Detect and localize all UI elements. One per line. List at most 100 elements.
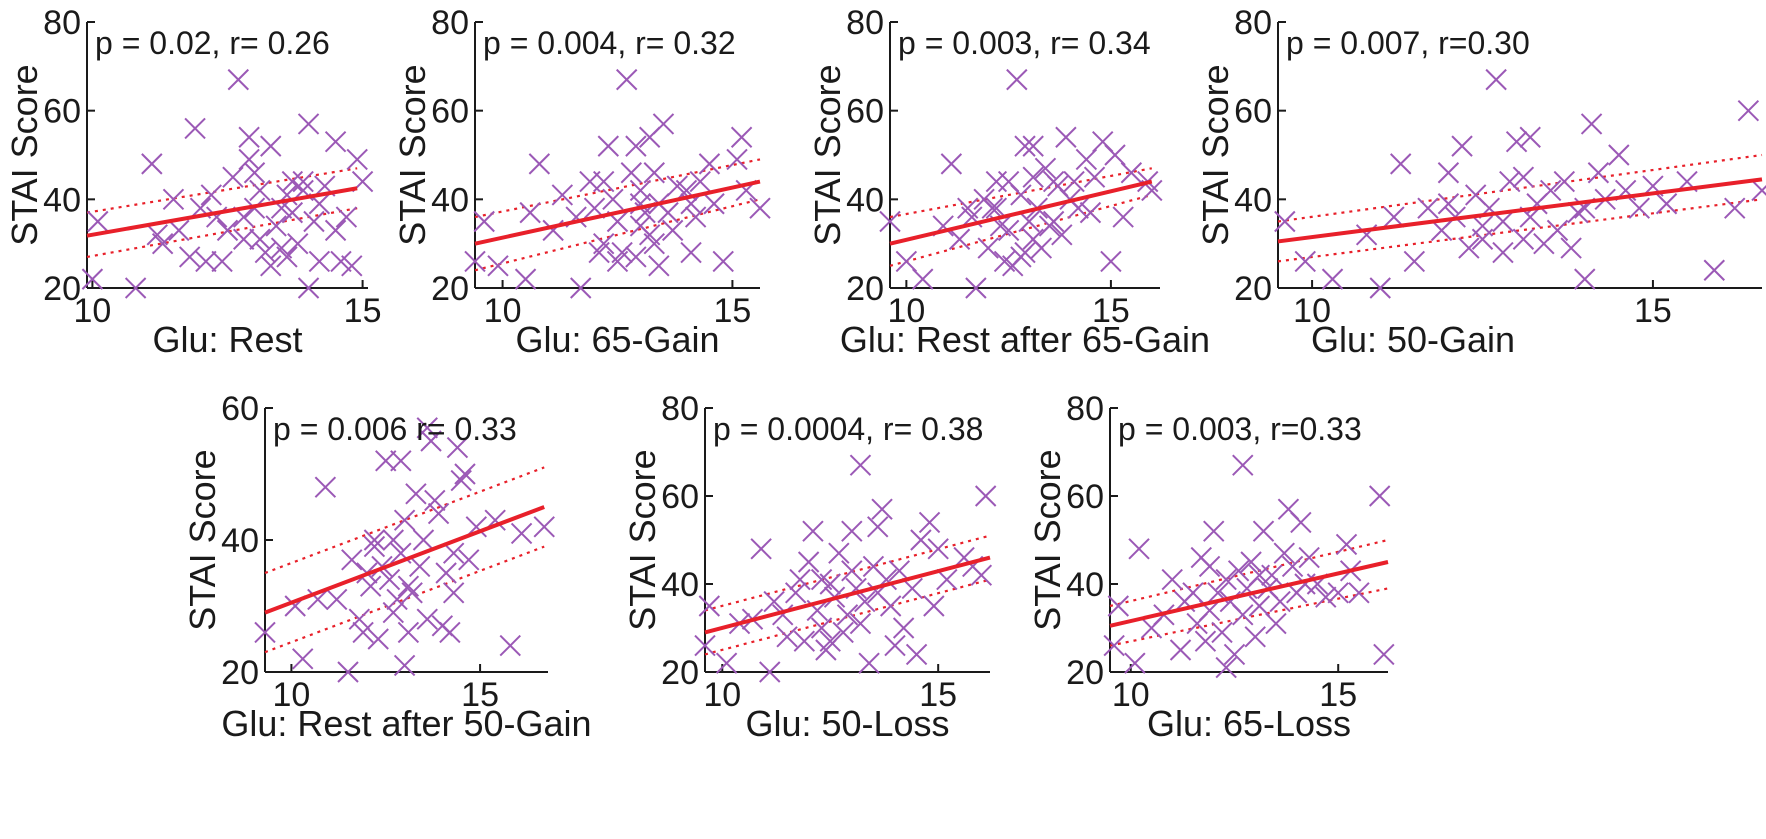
point-stroke (424, 489, 446, 512)
point-stroke (1014, 135, 1036, 157)
y-axis-label: STAI Score (182, 449, 223, 630)
data-point (1451, 135, 1473, 157)
point-stroke (726, 148, 748, 171)
point-stroke (1182, 582, 1204, 604)
data-point (1107, 595, 1130, 617)
fit-line (1109, 560, 1389, 628)
point-stroke (948, 228, 971, 250)
point-stroke (680, 241, 702, 264)
point-stroke (1252, 520, 1275, 542)
data-point (352, 621, 374, 644)
point-stroke (1141, 179, 1163, 202)
ci-lower-line (704, 578, 991, 656)
point-stroke (593, 170, 615, 193)
point-stroke (1120, 162, 1143, 184)
ci-upper-line (474, 158, 761, 219)
point-stroke (238, 126, 260, 148)
y-axis-label: STAI Score (807, 64, 848, 245)
point-stroke (324, 219, 347, 242)
point-stroke (1724, 197, 1746, 219)
data-point (1499, 170, 1521, 193)
point-stroke (759, 661, 781, 683)
point-stroke (1198, 555, 1221, 578)
point-stroke (454, 463, 476, 485)
data-point (397, 575, 420, 597)
point-stroke (712, 250, 734, 273)
data-point (254, 621, 276, 644)
data-point (698, 595, 721, 617)
point-stroke (382, 601, 405, 624)
point-stroke (254, 241, 277, 264)
data-point (1281, 555, 1304, 578)
data-point (712, 250, 734, 273)
data-point (1232, 454, 1254, 476)
data-point (325, 588, 348, 611)
data-point (1018, 210, 1040, 233)
y-tick-label: 40 (431, 181, 469, 219)
data-point (412, 529, 435, 551)
data-point (1335, 533, 1358, 556)
data-point (442, 582, 465, 604)
point-stroke (849, 612, 872, 635)
y-tick-label: 20 (661, 654, 699, 692)
data-point (1128, 538, 1150, 560)
point-stroke (1389, 153, 1412, 175)
data-point (1244, 626, 1266, 648)
point-stroke (1373, 643, 1395, 666)
point-stroke (341, 549, 363, 571)
data-point (652, 113, 675, 135)
data-point (858, 652, 880, 674)
point-stroke (961, 206, 983, 228)
data-point (1290, 511, 1312, 534)
point-stroke (694, 634, 716, 657)
y-tick-label: 60 (846, 93, 884, 131)
data-point (620, 162, 642, 184)
data-point (287, 232, 309, 255)
data-point (458, 549, 480, 571)
point-stroke (435, 562, 457, 584)
point-stroke (997, 219, 1020, 242)
point-stroke (698, 153, 721, 175)
point-stroke (901, 577, 923, 600)
x-axis-label: Glu: Rest (152, 319, 302, 360)
point-stroke (439, 621, 461, 644)
ci-lower-line (86, 207, 358, 259)
data-point (297, 113, 320, 135)
data-point (243, 162, 266, 184)
point-stroke (1248, 564, 1271, 586)
point-stroke (420, 430, 442, 452)
data-point (789, 568, 811, 591)
data-point (324, 130, 347, 153)
data-point (427, 502, 450, 525)
point-stroke (810, 568, 833, 591)
point-stroke (233, 206, 255, 228)
data-point (1294, 573, 1316, 595)
point-stroke (1560, 237, 1582, 259)
point-stroke (1194, 630, 1217, 652)
point-stroke (841, 560, 863, 582)
point-stroke (1018, 210, 1040, 233)
y-tick-label: 60 (661, 478, 699, 516)
point-stroke (405, 483, 427, 505)
point-stroke (638, 224, 661, 246)
data-point (974, 485, 997, 507)
data-point (1574, 268, 1596, 290)
ci-upper-line (1277, 153, 1763, 223)
point-stroke (1063, 170, 1085, 193)
data-point (749, 197, 771, 219)
y-tick-label: 40 (1234, 181, 1272, 219)
data-point (341, 549, 363, 571)
point-stroke (1128, 538, 1150, 560)
data-point (1120, 162, 1143, 184)
point-stroke (905, 643, 928, 666)
data-point (222, 166, 244, 188)
point-stroke (265, 215, 287, 237)
point-stroke (1269, 590, 1291, 613)
point-stroke (1215, 568, 1237, 591)
point-stroke (211, 250, 233, 273)
point-stroke (1248, 595, 1271, 617)
point-stroke (195, 250, 217, 273)
point-stroke (297, 113, 320, 135)
y-tick-label: 80 (661, 390, 699, 428)
point-stroke (1290, 511, 1312, 534)
